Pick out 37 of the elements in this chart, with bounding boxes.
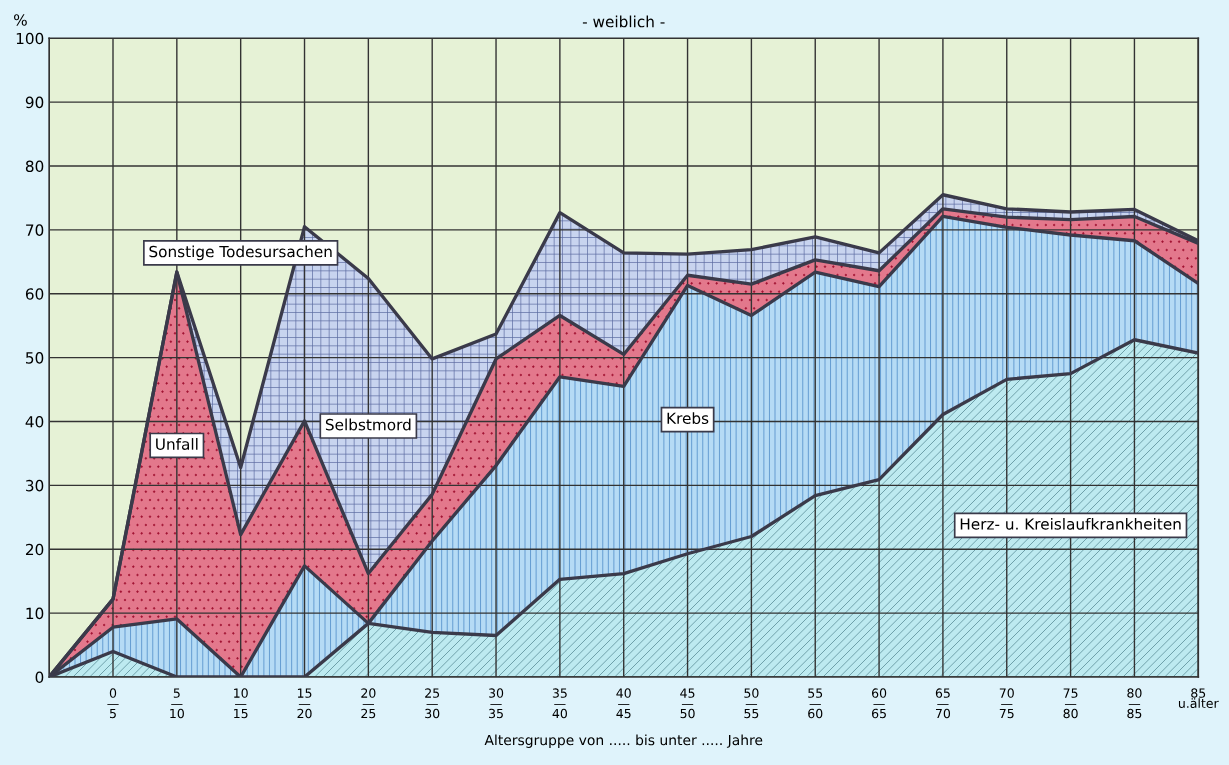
- x-tick-label: 30 — 35: [489, 688, 504, 719]
- y-tick-label: 0: [35, 671, 44, 684]
- y-tick-label: 30: [26, 479, 44, 492]
- x-tick-label: 70 — 75: [999, 688, 1014, 719]
- x-tick-label: 10 — 15: [234, 688, 248, 719]
- x-tick-label: 0 — 5: [107, 688, 119, 719]
- y-tick-label: 40: [25, 415, 44, 428]
- series-label: Krebs: [667, 412, 709, 425]
- x-tick-label: 5 — 10: [170, 688, 184, 719]
- y-tick-label: 20: [25, 543, 44, 556]
- y-tick-label: 100: [16, 32, 44, 45]
- x-tick-label: 85 u.älter: [1178, 688, 1219, 709]
- x-axis-title: Altersgruppe von ..... bis unter ..... Jahre: [484, 734, 763, 748]
- series-label: Unfall: [156, 438, 198, 450]
- x-tick-label: 25 — 30: [425, 688, 440, 719]
- x-tick-label: 80 — 85: [1127, 688, 1142, 719]
- y-tick-label: 90: [25, 96, 44, 109]
- x-tick-label: 50 — 55: [744, 688, 759, 719]
- y-tick-label: 10: [26, 607, 44, 620]
- x-tick-label: 60 — 65: [872, 688, 887, 719]
- x-tick-label: 35 — 40: [552, 688, 567, 719]
- y-tick-label: 70: [26, 224, 44, 236]
- y-tick-label: 80: [25, 160, 44, 173]
- x-tick-label: 45 — 50: [680, 688, 695, 719]
- x-tick-label: 55 — 60: [808, 688, 823, 719]
- y-axis-title: %: [14, 14, 27, 26]
- x-tick-label: 15 — 20: [297, 688, 312, 719]
- series-label: Selbstmord: [325, 418, 411, 431]
- series-label: Herz- u. Kreislaufkrankheiten: [960, 517, 1181, 530]
- x-tick-label: 75 — 80: [1063, 688, 1078, 719]
- x-tick-label: 65 — 70: [935, 688, 951, 719]
- chart-title: - weiblich -: [582, 15, 665, 28]
- series-label: Sonstige Todesursachen: [149, 245, 332, 261]
- y-tick-label: 60: [25, 288, 44, 300]
- y-tick-label: 50: [26, 352, 44, 364]
- x-tick-label: 40 — 45: [616, 688, 631, 719]
- x-tick-label: 20 — 25: [361, 688, 376, 719]
